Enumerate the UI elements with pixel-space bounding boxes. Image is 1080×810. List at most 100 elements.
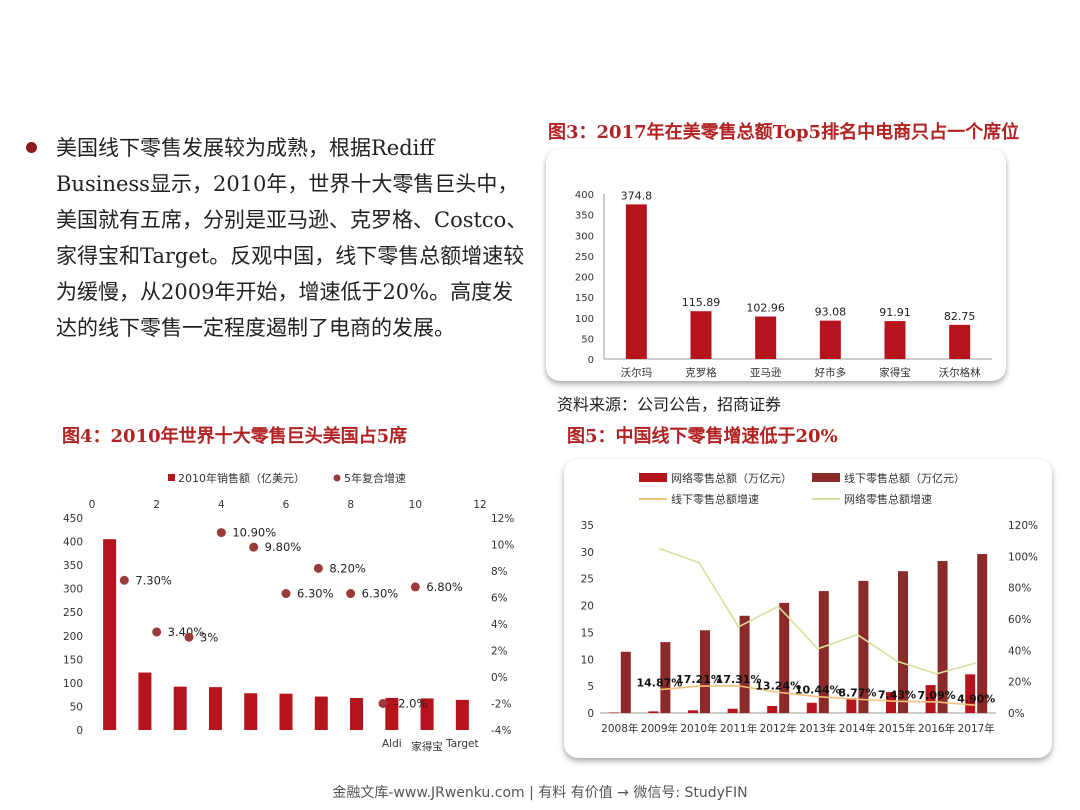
fig5-online-bar xyxy=(648,711,659,713)
fig3-source: 资料来源：公司公告，招商证券 xyxy=(557,395,782,414)
fig5-y2-tick-label: 120% xyxy=(1008,520,1038,532)
fig4-growth-label: -2.0% xyxy=(394,697,427,711)
bullet-dot xyxy=(26,142,37,153)
fig5-y-tick-label: 15 xyxy=(581,627,594,639)
fig5-y-tick-label: 25 xyxy=(581,574,594,586)
fig4-bar xyxy=(279,693,293,730)
fig3-y-tick-label: 150 xyxy=(575,293,594,304)
fig4-legend-dot-swatch xyxy=(333,474,341,482)
fig5-offline-growth-label: 14.87% xyxy=(636,677,682,690)
fig3-y-tick-label: 250 xyxy=(575,252,594,263)
fig4-growth-label: 9.80% xyxy=(265,540,302,554)
fig5-x-tick-label: 2008年 xyxy=(601,722,638,735)
fig3-x-tick-label: 家得宝 xyxy=(879,366,911,379)
fig5-online-bar xyxy=(767,706,778,713)
fig4-bar xyxy=(350,697,364,730)
fig3-data-label: 82.75 xyxy=(944,310,976,323)
fig3-data-label: 374.8 xyxy=(621,189,653,202)
fig5-offline-growth-label: 7.09% xyxy=(918,689,956,702)
fig4-y-tick-label: 250 xyxy=(63,607,83,619)
fig5-x-tick-label: 2015年 xyxy=(878,722,915,735)
fig5-offline-growth-line xyxy=(659,685,977,707)
fig3-y-tick-label: 200 xyxy=(575,273,594,284)
fig5-online-bar xyxy=(846,697,857,713)
fig3-y-tick-label: 100 xyxy=(575,314,594,325)
fig4-top-x-tick-label: 4 xyxy=(218,499,225,511)
fig4-top-x-tick-label: 8 xyxy=(347,499,354,511)
intro-text: 美国线下零售发展较为成熟，根据Rediff Business显示，2010年，世… xyxy=(56,136,528,340)
fig4-bar xyxy=(103,539,117,730)
fig5-legend-online-growth-label: 网络零售总额增速 xyxy=(844,492,932,506)
fig5-offline-bar xyxy=(620,651,631,713)
fig5-online-growth-line xyxy=(659,547,977,675)
fig4-legend-dot-label: 5年复合增速 xyxy=(344,471,406,485)
fig5-offline-growth-label: 4.90% xyxy=(957,692,995,705)
fig5-legend-offline-label: 线下零售总额（万亿元） xyxy=(844,471,965,485)
fig5-y2-tick-label: 80% xyxy=(1008,583,1031,595)
fig5-online-bar xyxy=(727,708,738,713)
fig4-legend-bar-label: 2010年销售额（亿美元） xyxy=(178,471,305,485)
fig4-y-tick-label: 100 xyxy=(63,678,83,690)
fig4-growth-dot xyxy=(410,582,420,592)
fig4-y2-tick-label: -4% xyxy=(491,725,511,737)
fig5-x-tick-label: 2017年 xyxy=(958,722,995,735)
fig5-offline-growth-label: 10.44% xyxy=(795,684,841,697)
fig4-growth-label: 6.30% xyxy=(297,587,334,601)
fig4-top-x-tick-label: 6 xyxy=(283,499,290,511)
fig5-offline-bar xyxy=(858,580,869,713)
fig3-title: 图3：2017年在美零售总额Top5排名中电商只占一个席位 xyxy=(548,122,1020,143)
fig4-growth-dot xyxy=(249,542,259,552)
fig3-y-tick-label: 400 xyxy=(575,190,594,201)
fig4-bar xyxy=(455,699,469,730)
fig4-bar xyxy=(208,687,222,730)
fig4-bar xyxy=(173,686,187,730)
fig5-x-tick-label: 2009年 xyxy=(641,722,678,735)
fig4-y2-tick-label: 2% xyxy=(491,646,508,658)
fig5-legend-online-swatch xyxy=(639,473,667,482)
fig5-y-tick-label: 30 xyxy=(581,547,594,559)
footer-text: 金融文库-www.JRwenku.com | 有料 有价值 → 微信号: Stu… xyxy=(332,785,748,801)
fig5-y2-tick-label: 20% xyxy=(1008,677,1031,689)
fig3-bar xyxy=(690,311,712,359)
fig5-offline-growth-label: 17.21% xyxy=(676,673,722,686)
fig4-growth-dot xyxy=(152,627,162,637)
fig4-top-x-tick-label: 0 xyxy=(89,499,96,511)
fig3-y-tick-label: 300 xyxy=(575,231,594,242)
fig5-legend-offline-growth-label: 线下零售总额增速 xyxy=(671,492,759,506)
fig5-online-bar xyxy=(925,685,936,713)
intro-block: 美国线下零售发展较为成熟，根据Rediff Business显示，2010年，世… xyxy=(22,130,532,346)
fig4-chart: 2010年销售额（亿美元） 5年复合增速 0 2 4 6 8 10 12 0 50 100 150 200… xyxy=(63,471,514,753)
fig4-top-x-tick-label: 2 xyxy=(153,499,160,511)
fig3-bar xyxy=(625,204,647,359)
fig4-x-tick-label: Target xyxy=(445,738,478,750)
fig4-growth-dot xyxy=(378,699,388,708)
fig5-offline-growth-label: 7.43% xyxy=(878,688,916,701)
fig5-online-bar xyxy=(608,712,619,713)
fig5-y-tick-label: 20 xyxy=(581,601,594,613)
fig3-data-label: 93.08 xyxy=(815,306,847,319)
fig5-offline-bar xyxy=(977,554,988,713)
fig3-panel: 0 50 100 150 200 250 300 350 400 374.8 沃尔玛 115.89 克罗… xyxy=(546,149,1006,381)
fig5-offline-growth-label: 17.31% xyxy=(716,673,762,686)
fig4-area: 2010年销售额（亿美元） 5年复合增速 0 2 4 6 8 10 12 0 50 100 150 200… xyxy=(55,462,525,762)
fig5-offline-bar xyxy=(660,642,671,713)
fig5-legend-online-label: 网络零售总额（万亿元） xyxy=(671,471,792,485)
fig4-growth-dot xyxy=(184,632,194,642)
fig4-growth-dot xyxy=(119,575,129,585)
fig5-offline-bar xyxy=(779,602,790,713)
fig4-top-x-tick-label: 12 xyxy=(473,499,486,511)
fig5-y2-tick-label: 0% xyxy=(1008,708,1025,720)
fig3-x-tick-label: 好市多 xyxy=(815,366,847,379)
fig4-y-tick-label: 50 xyxy=(70,701,83,713)
fig5-y-tick-label: 5 xyxy=(587,681,594,693)
fig4-growth-label: 3.40% xyxy=(168,625,205,639)
fig4-y-tick-label: 0 xyxy=(76,725,83,737)
fig5-title: 图5：中国线下零售增速低于20% xyxy=(567,426,838,447)
fig3-data-label: 102.96 xyxy=(746,302,785,315)
fig4-x-tick-label: 家得宝 xyxy=(411,740,443,753)
fig5-offline-growth-label: 8.77% xyxy=(838,686,876,699)
fig5-panel: 网络零售总额（万亿元） 线下零售总额（万亿元） 线下零售总额增速 网络零售总额增速 0 5… xyxy=(564,459,1052,758)
fig5-x-tick-label: 2013年 xyxy=(799,722,836,735)
fig5-chart: 网络零售总额（万亿元） 线下零售总额（万亿元） 线下零售总额增速 网络零售总额增速 0 5… xyxy=(581,471,1038,735)
fig4-x-tick-label: Aldi xyxy=(382,738,402,750)
